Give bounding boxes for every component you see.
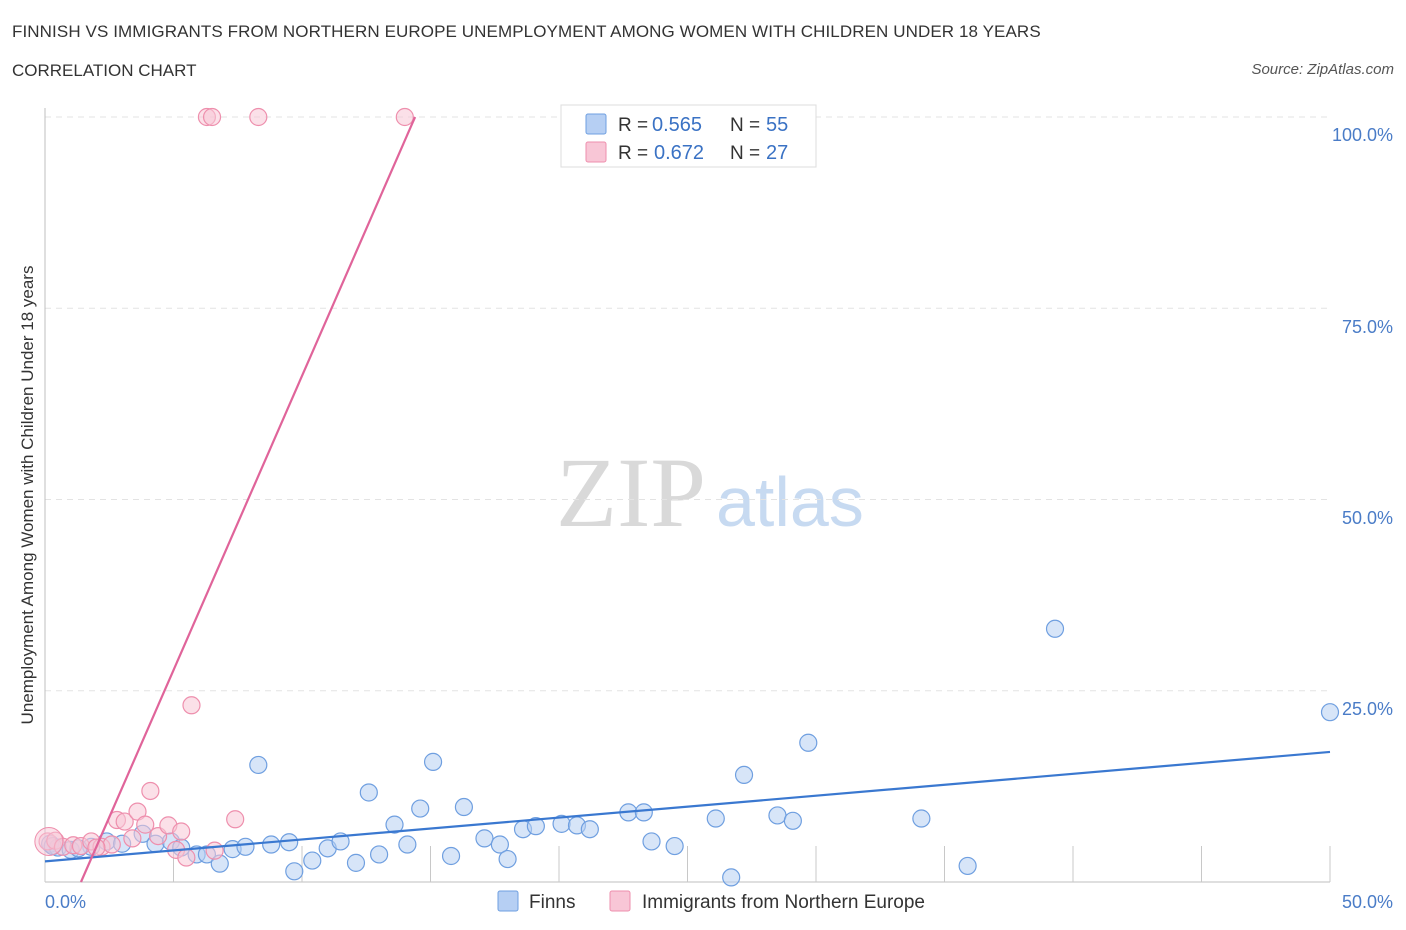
finns-point: [799, 733, 818, 752]
finns-regression-line: [44, 750, 1331, 863]
finns-point: [526, 817, 545, 836]
finns-point: [958, 856, 977, 876]
immigrants-n-label: N =: [730, 143, 760, 164]
immigrants-point: [395, 107, 414, 127]
immigrants-point: [249, 107, 268, 127]
regression-lines: [44, 116, 1331, 883]
watermark-atlas: atlas: [716, 463, 864, 541]
chart-source: Source: ZipAtlas.com: [1251, 61, 1394, 78]
immigrants-r-label: R =: [618, 143, 648, 164]
finns-point: [285, 862, 304, 881]
immigrants-point: [115, 812, 134, 831]
finns-point: [359, 783, 378, 802]
immigrants-point: [172, 822, 191, 841]
immigrants-point: [205, 841, 224, 860]
finns-point: [498, 849, 517, 869]
y-tick-label-100: 100.0%: [1332, 125, 1393, 145]
finns-point: [722, 868, 741, 887]
immigrants-series-swatch: [609, 890, 631, 912]
immigrants-n-value: 27: [766, 142, 788, 164]
finns-point: [912, 809, 931, 828]
immigrants-point: [226, 810, 245, 829]
finns-point: [734, 765, 754, 785]
finns-point: [642, 832, 661, 851]
immigrants-r-value: 0.672: [654, 142, 704, 164]
finns-r-value: 0.565: [652, 114, 702, 136]
finns-point: [634, 803, 653, 822]
finns-point: [768, 806, 787, 825]
immigrants-point: [102, 835, 121, 854]
finns-point: [441, 846, 461, 866]
x-tick-label-min: 0.0%: [45, 892, 86, 912]
finns-point: [490, 835, 509, 854]
finns-n-label: N =: [730, 115, 760, 136]
finns-point: [346, 853, 366, 872]
immigrants-point: [182, 696, 201, 715]
immigrants-point: [202, 107, 222, 127]
finns-point: [398, 835, 417, 854]
finns-series-swatch: [497, 890, 519, 912]
stats-legend: R = 0.565 N = 55 R = 0.672 N = 27: [560, 104, 817, 168]
immigrants-point: [34, 826, 64, 856]
finns-point: [706, 809, 725, 828]
finns-n-value: 55: [766, 114, 788, 136]
immigrants-point: [177, 848, 196, 867]
immigrants-point: [123, 829, 142, 848]
finns-point: [411, 799, 430, 818]
chart-title: FINNISH VS IMMIGRANTS FROM NORTHERN EURO…: [12, 22, 1041, 41]
finns-point: [249, 755, 268, 775]
finns-point: [236, 837, 255, 856]
y-tick-label-50: 50.0%: [1342, 508, 1393, 528]
finns-point: [262, 835, 281, 854]
finns-series-label: Finns: [529, 892, 575, 913]
finns-point: [580, 820, 599, 839]
finns-point: [385, 815, 404, 834]
immigrants-series-label: Immigrants from Northern Europe: [642, 892, 925, 913]
finns-point: [1045, 619, 1065, 638]
finns-point: [475, 829, 494, 848]
finns-point: [1320, 703, 1340, 722]
finns-point: [370, 845, 389, 864]
finns-point: [454, 797, 474, 817]
finns-point: [665, 836, 684, 856]
x-tick-label-max: 50.0%: [1342, 892, 1393, 912]
immigrants-point: [141, 781, 160, 801]
y-tick-label-75: 75.0%: [1342, 317, 1393, 337]
y-tick-label-25: 25.0%: [1342, 699, 1393, 719]
watermark-zip: ZIP: [556, 437, 706, 548]
series-legend: Finns Immigrants from Northern Europe: [497, 890, 925, 913]
immigrants-point: [136, 815, 155, 834]
immigrants-regression-line: [79, 116, 417, 883]
finns-point: [303, 851, 322, 870]
gridlines: [45, 116, 1330, 692]
finns-r-label: R =: [618, 115, 648, 136]
immigrants-points: [34, 107, 414, 867]
chart-subtitle: CORRELATION CHART: [12, 61, 197, 80]
finns-legend-swatch: [585, 113, 607, 135]
finns-point: [783, 811, 802, 830]
finns-point: [423, 752, 443, 771]
finns-point: [280, 833, 299, 852]
y-axis-label: Unemployment Among Women with Children U…: [18, 266, 37, 725]
immigrants-legend-swatch: [585, 141, 607, 163]
